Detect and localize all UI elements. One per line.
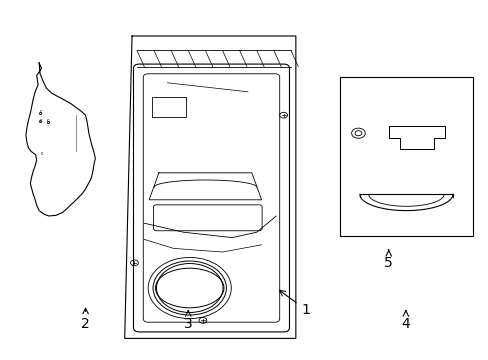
Bar xyxy=(151,97,185,117)
Text: c: c xyxy=(39,109,42,114)
Text: 1: 1 xyxy=(279,291,309,316)
Text: 2: 2 xyxy=(81,308,90,331)
Text: c: c xyxy=(39,118,42,123)
Text: 3: 3 xyxy=(183,311,192,331)
Text: c: c xyxy=(46,118,49,123)
Text: 5: 5 xyxy=(384,250,392,270)
Text: 4: 4 xyxy=(401,311,409,331)
Text: c: c xyxy=(40,151,43,156)
Bar xyxy=(339,77,472,236)
